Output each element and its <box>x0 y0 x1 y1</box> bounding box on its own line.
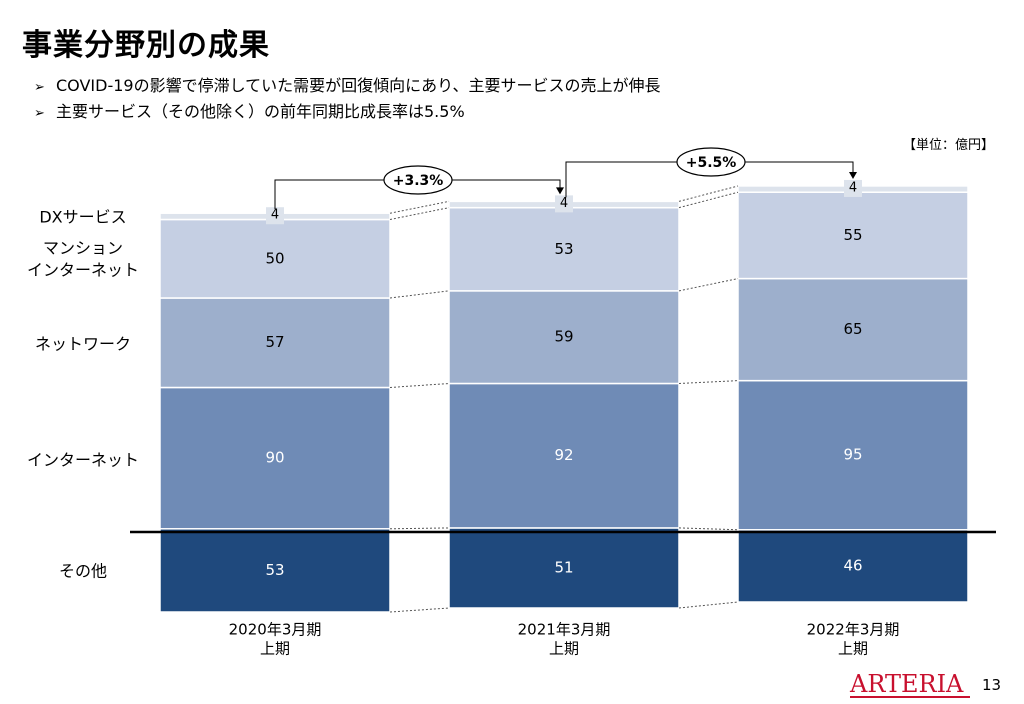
bar-segment <box>737 277 969 382</box>
bullet-text: COVID-19の影響で停滞していた需要が回復傾向にあり、主要サービスの売上が伸… <box>56 76 661 95</box>
value-label: 46 <box>843 556 862 574</box>
category-label: 2022年3月期 <box>807 621 900 639</box>
value-label: 4 <box>560 196 568 211</box>
unit-label: 【単位：億円】 <box>902 138 994 153</box>
value-label: 95 <box>843 446 862 464</box>
value-label: 57 <box>265 333 284 351</box>
series-label: DXサービス <box>39 208 126 227</box>
arrow-head-icon <box>556 187 564 195</box>
category-label: 上期 <box>549 640 579 658</box>
series-label: その他 <box>59 562 107 581</box>
connector-line <box>389 607 450 613</box>
connector-line <box>389 200 450 214</box>
value-label: 65 <box>843 320 862 338</box>
bullet-item: ➢ COVID-19の影響で停滞していた需要が回復傾向にあり、主要サービスの売上が… <box>34 72 660 96</box>
connector-line <box>678 380 739 384</box>
growth-badge <box>676 147 746 177</box>
series-label: インターネット <box>27 261 139 280</box>
category-label: 上期 <box>260 640 290 658</box>
logo-text: ARTERIA <box>850 670 964 698</box>
connector-line <box>389 527 450 530</box>
arrow-bullet-icon: ➢ <box>34 80 45 95</box>
bar-segment <box>448 382 680 529</box>
value-label: 51 <box>554 558 573 576</box>
series-label: マンション <box>43 239 123 258</box>
value-label-bg <box>844 179 862 197</box>
value-label: 4 <box>271 208 279 223</box>
value-label: 53 <box>554 240 573 258</box>
bar-segment <box>448 290 680 385</box>
connector-line <box>678 601 739 609</box>
connector-line <box>389 207 450 220</box>
bar-segment <box>448 206 680 292</box>
bar-segment <box>737 191 969 280</box>
value-label: 59 <box>554 328 573 346</box>
company-logo: ARTERIA <box>850 670 963 698</box>
value-label-bg <box>266 207 284 225</box>
value-label: 92 <box>554 446 573 464</box>
arrow-bullet-icon: ➢ <box>34 106 45 121</box>
growth-label: +3.3% <box>393 173 444 189</box>
logo-underline <box>850 696 970 698</box>
page-title: 事業分野別の成果 <box>22 28 270 63</box>
bar-segment <box>737 379 969 531</box>
connector-line <box>678 527 739 531</box>
bar-segment <box>159 386 391 530</box>
value-label: 55 <box>843 226 862 244</box>
bar-segment <box>448 527 680 609</box>
bar-segment <box>159 218 391 299</box>
category-label: 上期 <box>838 640 868 658</box>
connector-line <box>389 382 450 388</box>
page-number: 13 <box>982 676 1002 694</box>
connector-line <box>678 191 739 209</box>
category-label: 2021年3月期 <box>518 621 611 639</box>
connector-line <box>678 185 739 202</box>
category-label: 2020年3月期 <box>229 621 322 639</box>
value-label: 90 <box>265 449 284 467</box>
connector-line <box>389 290 450 299</box>
value-label: 4 <box>849 180 857 195</box>
series-label: ネットワーク <box>35 335 131 354</box>
arrow-head-icon <box>849 171 857 179</box>
connector-line <box>678 278 739 292</box>
value-label: 53 <box>265 561 284 579</box>
value-label: 50 <box>265 249 284 267</box>
growth-label: +5.5% <box>686 155 737 171</box>
series-label: インターネット <box>27 451 139 470</box>
value-label-bg <box>555 195 573 213</box>
bar-segment <box>159 297 391 389</box>
growth-badge <box>383 165 453 195</box>
bullet-item: ➢ 主要サービス（その他除く）の前年同期比成長率は5.5% <box>34 98 465 122</box>
bullet-text: 主要サービス（その他除く）の前年同期比成長率は5.5% <box>56 102 465 121</box>
